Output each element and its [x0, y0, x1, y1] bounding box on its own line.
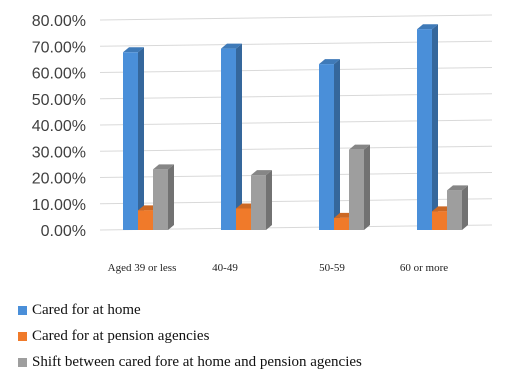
- bar-front: [319, 64, 334, 230]
- legend-item-home: Cared for at home: [18, 297, 362, 323]
- bar-top: [447, 185, 468, 191]
- bar: [319, 59, 340, 230]
- bar-top: [221, 43, 242, 49]
- bar-top: [153, 164, 174, 170]
- bar-front: [138, 210, 153, 230]
- legend-swatch-home: [18, 305, 27, 315]
- bar: [123, 47, 144, 230]
- bar-side: [432, 24, 438, 230]
- legend-swatch-pension: [18, 331, 27, 341]
- bar-top: [123, 47, 144, 53]
- bar-top: [417, 24, 438, 30]
- bar: [349, 144, 370, 230]
- bar-front: [349, 149, 364, 230]
- y-tick-label: 20.00%: [32, 171, 86, 188]
- y-tick-label: 60.00%: [32, 66, 86, 83]
- bar-side: [334, 59, 340, 230]
- bar-top: [319, 59, 340, 65]
- legend-label-pension: Cared for at pension agencies: [32, 327, 210, 344]
- bar-front: [123, 52, 138, 230]
- bar-front: [153, 169, 168, 230]
- bar-side: [236, 43, 242, 230]
- legend-item-pension: Cared for at pension agencies: [18, 323, 362, 349]
- gridline: [99, 14, 493, 21]
- legend-label-shift: Shift between cared fore at home and pen…: [32, 353, 362, 370]
- y-tick-label: 30.00%: [32, 144, 86, 161]
- y-axis-ticks: 0.00% 10.00% 20.00% 30.00% 40.00% 50.00% 60.00…: [32, 13, 86, 240]
- bar-front: [221, 48, 236, 230]
- x-tick-label: 40-49: [212, 262, 238, 274]
- y-tick-label: 80.00%: [32, 13, 86, 30]
- y-tick-label: 0.00%: [41, 223, 86, 240]
- y-tick-label: 70.00%: [32, 39, 86, 56]
- bars: [123, 24, 468, 230]
- bar: [221, 43, 242, 230]
- bar-front: [432, 211, 447, 230]
- bar: [447, 185, 468, 230]
- bar-front: [334, 217, 349, 230]
- legend-swatch-shift: [18, 357, 27, 367]
- bar: [417, 24, 438, 230]
- x-tick-label: 60 or more: [400, 262, 448, 274]
- bar-front: [251, 175, 266, 230]
- bar-side: [266, 170, 272, 230]
- bar-side: [462, 185, 468, 230]
- bar-front: [447, 190, 462, 230]
- y-tick-label: 50.00%: [32, 92, 86, 109]
- legend-item-shift: Shift between cared fore at home and pen…: [18, 349, 362, 375]
- bar-side: [168, 164, 174, 230]
- legend: Cared for at home Cared for at pension a…: [18, 297, 362, 375]
- x-tick-label: Aged 39 or less: [108, 262, 177, 274]
- bar-top: [349, 144, 370, 150]
- y-tick-label: 40.00%: [32, 118, 86, 135]
- bar-top: [251, 170, 272, 176]
- bar-front: [417, 29, 432, 230]
- legend-label-home: Cared for at home: [32, 301, 141, 318]
- y-tick-label: 10.00%: [32, 197, 86, 214]
- x-axis-ticks: Aged 39 or less 40-49 50-59 60 or more: [108, 262, 449, 274]
- bar: [153, 164, 174, 230]
- x-tick-label: 50-59: [319, 262, 345, 274]
- bar-side: [364, 144, 370, 230]
- bar: [251, 170, 272, 230]
- bar-front: [236, 208, 251, 230]
- bar-side: [138, 47, 144, 230]
